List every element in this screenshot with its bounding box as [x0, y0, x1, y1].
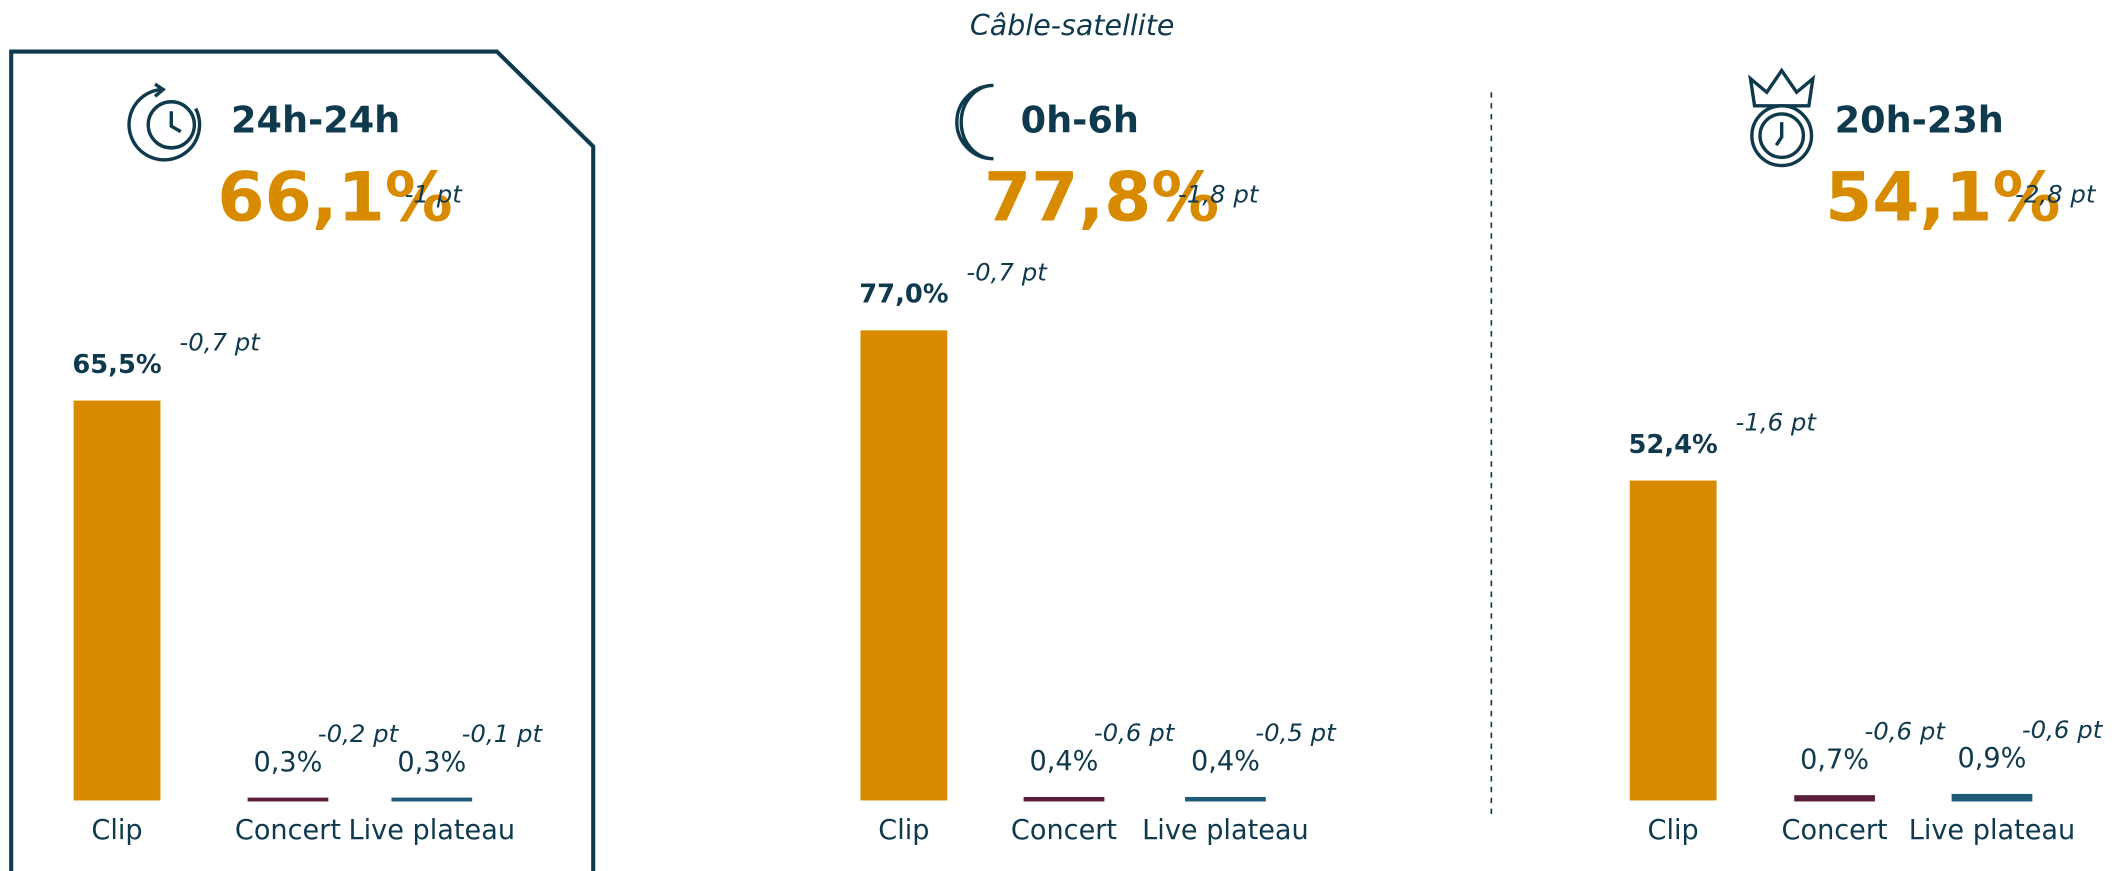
- change-label: -0,6 pt: [1094, 718, 1176, 747]
- change-label: -0,6 pt: [2022, 715, 2104, 744]
- x-tick-label: Concert: [1011, 815, 1117, 846]
- x-tick-label: Live plateau: [1909, 815, 2076, 846]
- value-label: 0,4%: [1191, 746, 1260, 777]
- change-label: -0,2 pt: [318, 719, 400, 748]
- x-tick-label: Live plateau: [1142, 815, 1309, 846]
- change-label: -0,1 pt: [462, 719, 544, 748]
- panel-title: 0h-6h: [1021, 99, 1139, 142]
- page-title: Câble-satellite: [970, 9, 1175, 42]
- icon-moon: [955, 83, 994, 161]
- x-tick-label: Clip: [91, 815, 142, 846]
- panel-title: 20h-23h: [1835, 99, 2004, 142]
- value-label: 0,4%: [1030, 746, 1099, 777]
- total-change: -1,8 pt: [1178, 179, 1260, 208]
- value-label: 0,3%: [397, 747, 466, 778]
- total-value: 77,8%: [984, 158, 1219, 237]
- change-label: -0,7 pt: [966, 257, 1048, 286]
- change-label: -0,6 pt: [1864, 716, 1946, 745]
- panel-title: 24h-24h: [231, 99, 400, 142]
- icon-crown-watch: [1748, 67, 1816, 168]
- total-change: -1 pt: [405, 179, 464, 208]
- x-tick-label: Live plateau: [349, 815, 516, 846]
- bar: [1185, 796, 1266, 802]
- bar: [860, 330, 948, 801]
- x-tick-label: Concert: [1782, 815, 1888, 846]
- panel-frame: [9, 49, 596, 871]
- total-change: -2,8 pt: [2015, 179, 2097, 208]
- value-label: 65,5%: [72, 350, 161, 380]
- bar: [391, 797, 473, 802]
- value-label: 0,9%: [1958, 743, 2027, 774]
- bar: [1794, 795, 1875, 802]
- icon-clock: [127, 82, 202, 162]
- x-tick-label: Clip: [878, 815, 929, 846]
- value-label: 52,4%: [1628, 430, 1717, 460]
- change-label: -0,5 pt: [1255, 718, 1337, 747]
- total-value: 66,1%: [217, 158, 452, 237]
- total-value: 54,1%: [1825, 158, 2060, 237]
- value-label: 0,3%: [254, 747, 323, 778]
- bar: [247, 797, 329, 802]
- bar: [1629, 480, 1717, 801]
- value-label: 77,0%: [859, 280, 948, 310]
- x-tick-label: Clip: [1648, 815, 1699, 846]
- bar: [73, 400, 161, 801]
- bar: [1023, 796, 1105, 802]
- x-tick-label: Concert: [235, 815, 341, 846]
- change-label: -1,6 pt: [1736, 408, 1818, 437]
- value-label: 0,7%: [1800, 744, 1869, 775]
- bar: [1951, 793, 2033, 802]
- change-label: -0,7 pt: [179, 328, 261, 357]
